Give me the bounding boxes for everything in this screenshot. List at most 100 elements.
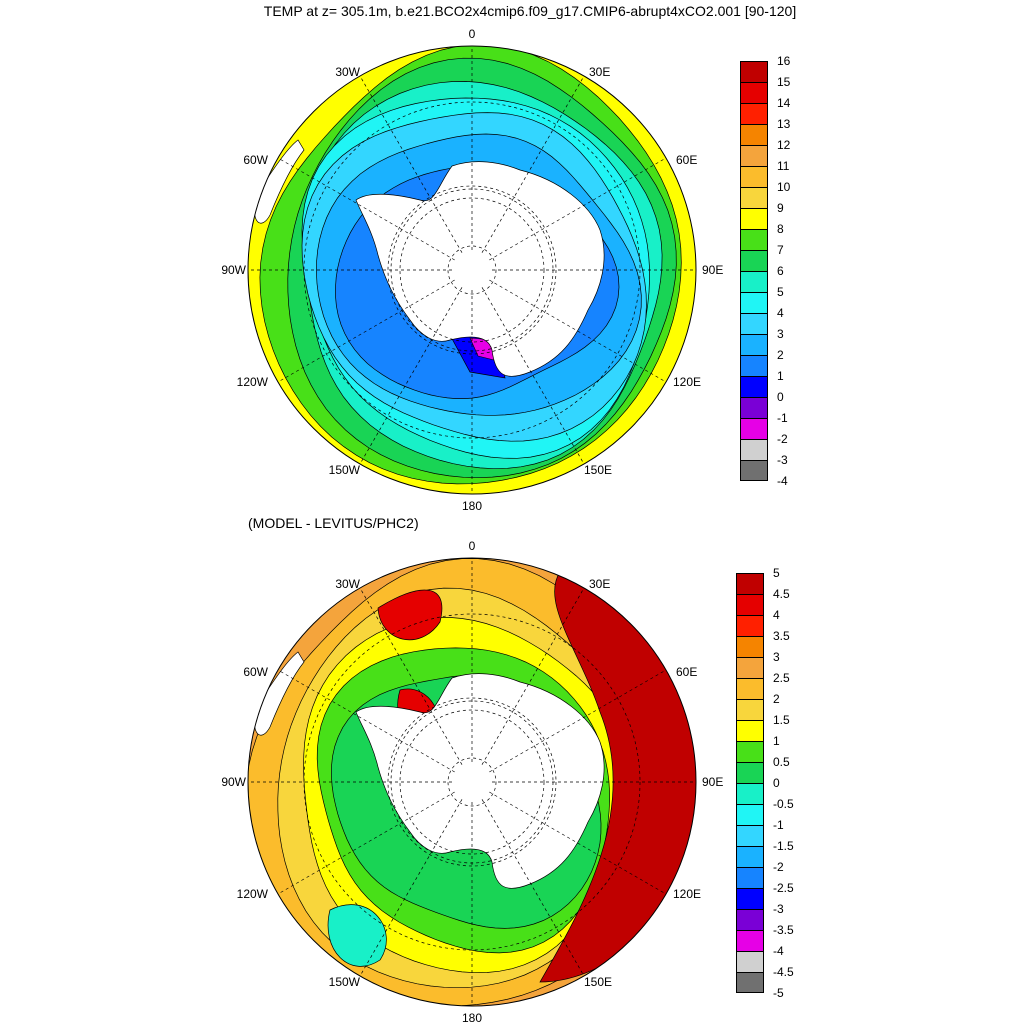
meridian-line (489, 791, 667, 895)
map-outline (247, 557, 697, 1007)
longitude-label: 30E (589, 577, 611, 591)
colorbar-tick-label: -3.5 (773, 923, 794, 937)
longitude-label: 150W (328, 975, 360, 989)
colorbar-segment (741, 271, 767, 292)
latitude-circle (387, 185, 557, 355)
colorbar-segment (741, 418, 767, 439)
longitude-label: 90W (221, 775, 246, 789)
polar-map-bottom (0, 512, 1024, 1024)
meridian-line (489, 157, 667, 261)
colorbar-segment (741, 313, 767, 334)
longitude-label: 0 (468, 27, 476, 41)
colorbar-tick-label: 8 (777, 222, 784, 236)
colorbar-segment (741, 292, 767, 313)
antarctica-landmass (355, 673, 605, 889)
colorbar-tick-label: 3 (773, 650, 780, 664)
colorbar-tick-label: 3 (777, 327, 784, 341)
colorbar-tick-label: 1.5 (773, 713, 790, 727)
longitude-label: 60E (676, 665, 698, 679)
colorbar-segment (741, 229, 767, 250)
longitude-label: 120E (673, 887, 702, 901)
meridian-line (277, 669, 455, 773)
colorbar-segment (737, 615, 763, 636)
colorbar-segment (741, 61, 767, 82)
colorbar-tick-label: 5 (773, 566, 780, 580)
colorbar-segment (741, 82, 767, 103)
colorbar-segment (741, 439, 767, 460)
difference-subtitle: (MODEL - LEVITUS/PHC2) (248, 515, 419, 531)
colorbar-segment (737, 594, 763, 615)
longitude-label: 90W (221, 263, 246, 277)
colorbar-tick-label: 9 (777, 201, 784, 215)
antarctica-landmass (355, 161, 605, 377)
longitude-label: 30W (335, 65, 360, 79)
colorbar-tick-label: 2.5 (773, 671, 790, 685)
colorbar-segment (737, 741, 763, 762)
colorbar-tick-label: -3 (773, 902, 784, 916)
colorbar-tick-label: 3.5 (773, 629, 790, 643)
meridian-line (359, 75, 463, 253)
colorbar-segment (741, 166, 767, 187)
latitude-circle (303, 101, 641, 439)
polar-map-svg (247, 557, 697, 1007)
colorbar-segment (741, 376, 767, 397)
colorbar-tick-label: 2 (777, 348, 784, 362)
colorbar-boxes (736, 573, 764, 993)
colorbar-tick-label: 0 (773, 776, 780, 790)
colorbar-segment (737, 825, 763, 846)
colorbar-segment (741, 460, 767, 481)
colorbar-segment (741, 208, 767, 229)
colorbar-segment (737, 972, 763, 993)
longitude-label: 60W (243, 665, 268, 679)
colorbar-segment (737, 720, 763, 741)
colorbar-segment (741, 145, 767, 166)
longitude-label: 90E (702, 263, 724, 277)
colorbar-segment (741, 124, 767, 145)
colorbar-tick-label: 13 (777, 117, 791, 131)
colorbar-tick-label: 2 (773, 692, 780, 706)
colorbar-tick-label: 4.5 (773, 587, 790, 601)
meridian-line (489, 669, 667, 773)
latitude-circle (303, 613, 641, 951)
colorbar-tick-label: -1.5 (773, 839, 794, 853)
south-america-landmass (254, 139, 305, 224)
colorbar-segment (737, 699, 763, 720)
colorbar-tick-label: -1 (773, 818, 784, 832)
longitude-label: 30E (589, 65, 611, 79)
colorbar-tick-label: -4 (777, 474, 788, 488)
colorbar-tick-label: -3 (777, 453, 788, 467)
polar-map-svg (247, 45, 697, 495)
colorbar-segment (737, 888, 763, 909)
latitude-circle (399, 709, 545, 855)
colorbar-tick-label: 7 (777, 243, 784, 257)
colorbar-segment (741, 187, 767, 208)
colorbar-tick-label: -5 (773, 986, 784, 1000)
colorbar-segment (737, 678, 763, 699)
longitude-label: 150W (328, 463, 360, 477)
longitude-label: 180 (461, 499, 483, 513)
latitude-circle (387, 697, 557, 867)
colorbar-tick-label: -2 (777, 432, 788, 446)
colorbar-tick-label: 0.5 (773, 755, 790, 769)
longitude-label: 90E (702, 775, 724, 789)
colorbar-tick-label: 11 (777, 159, 790, 173)
field-layers (248, 558, 696, 1006)
colorbar-segment (737, 657, 763, 678)
colorbar-boxes (740, 61, 768, 481)
colorbar-tick-label: 12 (777, 138, 791, 152)
longitude-label: 180 (461, 1011, 483, 1025)
colorbar-segment (737, 951, 763, 972)
polar-map-top (0, 0, 1024, 512)
colorbar-bottom: 5 4.5 4 3.5 3 2.5 2 1.5 1 0.5 0 -0.5 -1 -1.5 -2 -2.5 -3 -… (736, 566, 796, 1000)
colorbar-segment (737, 573, 763, 594)
longitude-label: 150E (584, 975, 613, 989)
latitude-circle (447, 245, 497, 295)
longitude-label: 60W (243, 153, 268, 167)
meridian-line (359, 799, 463, 977)
latitude-circle (399, 197, 545, 343)
main-title: TEMP at z= 305.1m, b.e21.BCO2x4cmip6.f09… (263, 3, 797, 19)
longitude-label: 150E (584, 463, 613, 477)
colorbar-tick-label: -2 (773, 860, 784, 874)
colorbar-segment (737, 783, 763, 804)
colorbar-tick-label: -2.5 (773, 881, 794, 895)
